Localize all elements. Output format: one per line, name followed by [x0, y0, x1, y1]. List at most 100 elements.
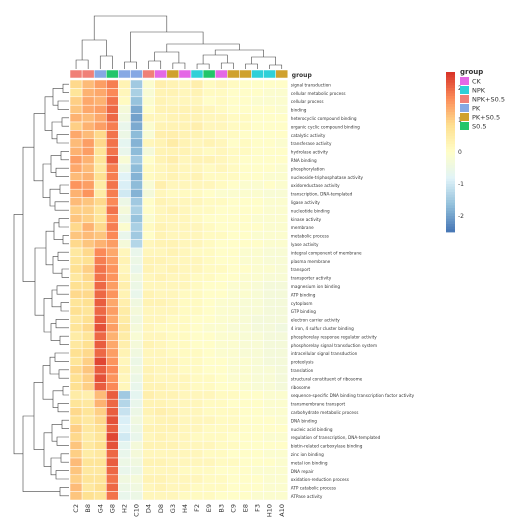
heatmap-cell — [214, 407, 228, 417]
heatmap-cell — [69, 214, 83, 224]
row-label: transport — [291, 267, 311, 272]
heatmap-cell — [190, 79, 204, 89]
heatmap-cell — [190, 407, 204, 417]
heatmap-cell — [251, 373, 264, 383]
heatmap-cell — [202, 172, 216, 182]
heatmap-cell — [118, 440, 131, 450]
heatmap-cell — [214, 104, 228, 114]
dendrogram-branch — [57, 251, 69, 261]
colorbar-segment — [446, 178, 455, 182]
heatmap-cell — [93, 365, 107, 375]
heatmap-cell — [81, 348, 95, 358]
heatmap-cell — [69, 146, 83, 156]
heatmap-cell — [106, 247, 119, 257]
heatmap-cell — [275, 424, 289, 434]
heatmap-cell — [93, 79, 107, 89]
heatmap-cell — [178, 79, 192, 89]
heatmap-cell — [118, 382, 131, 392]
dendrogram-branch — [59, 335, 69, 345]
heatmap-cell — [239, 323, 252, 333]
column-label: F2 — [193, 504, 201, 512]
heatmap-cell — [214, 239, 228, 249]
heatmap-cell — [106, 432, 119, 442]
heatmap-cell — [263, 88, 276, 98]
colorbar-segment — [446, 101, 455, 105]
heatmap-cell — [178, 407, 192, 417]
heatmap-cell — [214, 256, 228, 266]
heatmap-cell — [263, 155, 276, 165]
heatmap-cell — [130, 449, 143, 459]
heatmap-cell — [81, 474, 95, 484]
heatmap-cell — [118, 256, 131, 266]
dendrogram-branch — [55, 319, 69, 329]
column-label: C2 — [72, 504, 80, 513]
row-label: transferase activity — [291, 141, 332, 146]
heatmap-cell — [93, 390, 107, 400]
heatmap-cell — [81, 239, 95, 249]
heatmap-cell — [69, 424, 83, 434]
heatmap-cell — [275, 407, 289, 417]
row-label: nucleoside-triphosphatase activity — [291, 175, 364, 180]
heatmap-cell — [142, 449, 155, 459]
heatmap-cell — [106, 323, 119, 333]
heatmap-cell — [214, 314, 228, 324]
heatmap-cell — [106, 449, 119, 459]
heatmap-cell — [154, 239, 168, 249]
heatmap-cell — [118, 432, 131, 442]
heatmap-cell — [118, 356, 131, 366]
heatmap-cell — [81, 373, 95, 383]
heatmap-cell — [190, 155, 204, 165]
heatmap-cell — [118, 331, 131, 341]
heatmap-cell — [227, 306, 240, 316]
heatmap-cell — [81, 130, 95, 140]
heatmap-cell — [227, 474, 240, 484]
heatmap-cell — [251, 365, 264, 375]
heatmap-cell — [178, 239, 192, 249]
heatmap-cell — [178, 331, 192, 341]
heatmap-cell — [166, 205, 180, 215]
row-label: zinc ion binding — [291, 452, 324, 457]
heatmap-cell — [106, 390, 119, 400]
heatmap-cell — [190, 130, 204, 140]
heatmap-cell — [166, 331, 180, 341]
heatmap-cell — [93, 272, 107, 282]
heatmap-cell — [130, 298, 143, 308]
group-annotation-cell — [202, 69, 216, 79]
heatmap-cell — [130, 306, 143, 316]
heatmap-cell — [81, 398, 95, 408]
heatmap-cell — [178, 491, 192, 501]
heatmap-cell — [106, 155, 119, 165]
heatmap-cell — [154, 272, 168, 282]
heatmap-cell — [202, 449, 216, 459]
heatmap-cell — [166, 96, 180, 106]
legend-swatch — [460, 122, 469, 130]
heatmap-cell — [178, 298, 192, 308]
heatmap-cell — [214, 121, 228, 131]
heatmap-cell — [106, 188, 119, 198]
heatmap-cell — [202, 180, 216, 190]
heatmap-cell — [190, 230, 204, 240]
heatmap-cell — [214, 264, 228, 274]
heatmap-cell — [69, 247, 83, 257]
colorbar-segment — [446, 77, 455, 81]
heatmap-cell — [81, 247, 95, 257]
group-annotation-cell — [263, 69, 276, 79]
heatmap-cell — [118, 390, 131, 400]
heatmap-cell — [275, 449, 289, 459]
heatmap-cell — [214, 348, 228, 358]
heatmap-cell — [130, 188, 143, 198]
heatmap-cell — [69, 289, 83, 299]
heatmap-cell — [202, 474, 216, 484]
heatmap-cell — [118, 415, 131, 425]
heatmap-cell — [190, 247, 204, 257]
heatmap-cell — [263, 398, 276, 408]
heatmap-cell — [81, 88, 95, 98]
heatmap-cell — [227, 482, 240, 492]
heatmap-cell — [190, 491, 204, 501]
heatmap-cell — [227, 289, 240, 299]
heatmap-cell — [202, 205, 216, 215]
heatmap-cell — [142, 491, 155, 501]
annotation-label: group — [292, 72, 313, 79]
heatmap-cell — [118, 289, 131, 299]
heatmap-cell — [275, 79, 289, 89]
